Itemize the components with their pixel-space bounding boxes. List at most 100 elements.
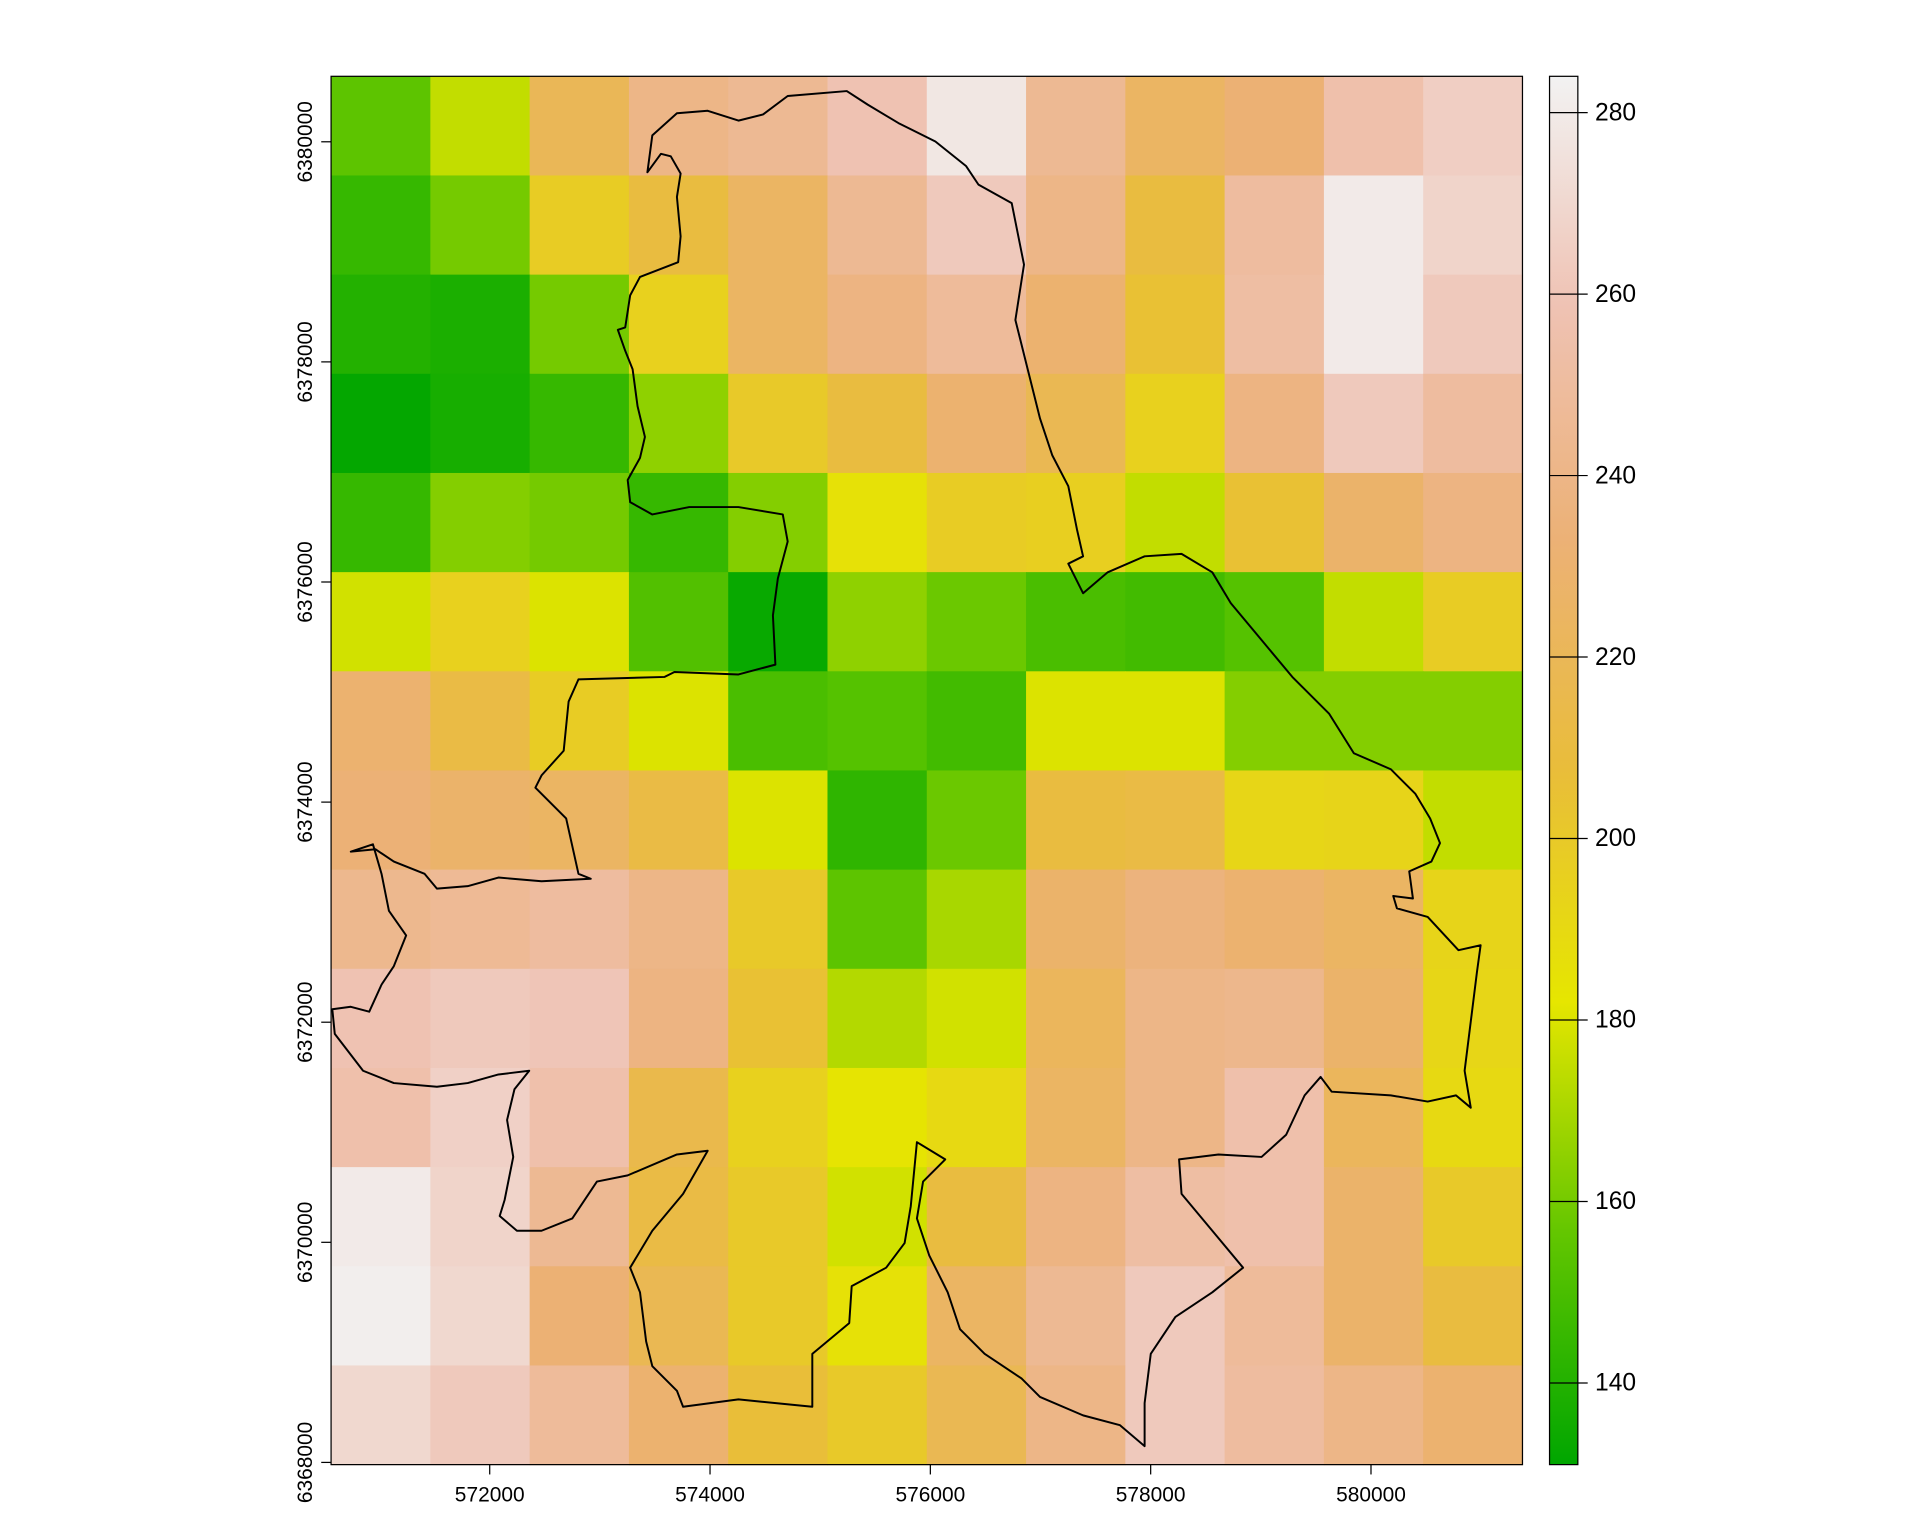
cell xyxy=(1323,472,1424,573)
cell xyxy=(1125,373,1226,474)
cell xyxy=(331,1167,431,1267)
cell xyxy=(1423,1067,1524,1168)
cell xyxy=(1423,76,1524,177)
cell xyxy=(1026,1365,1126,1466)
cell xyxy=(728,1266,829,1367)
cell xyxy=(430,373,531,474)
colorbar xyxy=(1548,75,1579,1466)
cell xyxy=(1125,274,1226,375)
cell xyxy=(827,671,928,772)
cell xyxy=(827,1365,928,1466)
cell xyxy=(1323,770,1424,871)
cell xyxy=(1026,770,1126,871)
cell xyxy=(827,175,928,276)
cell xyxy=(1323,572,1424,672)
cell xyxy=(728,76,829,177)
cell xyxy=(628,1365,729,1466)
cell xyxy=(529,1266,630,1367)
y-tick-label: 6380000 xyxy=(294,101,317,182)
cell xyxy=(827,1067,928,1168)
cell xyxy=(926,472,1027,573)
cell xyxy=(1125,1067,1226,1168)
colorbar-label: 240 xyxy=(1595,462,1636,489)
cell xyxy=(529,770,630,871)
cell xyxy=(1224,274,1325,375)
cell xyxy=(430,869,531,970)
cell xyxy=(1125,76,1226,177)
cell xyxy=(331,1266,431,1367)
cell xyxy=(430,671,531,772)
cell xyxy=(926,1167,1027,1267)
cell xyxy=(1423,671,1524,772)
cell xyxy=(1224,373,1325,474)
cell xyxy=(529,76,630,177)
cell xyxy=(331,1067,431,1168)
cell xyxy=(827,572,928,672)
cell xyxy=(1224,770,1325,871)
cell xyxy=(1224,869,1325,970)
cell xyxy=(628,274,729,375)
cell xyxy=(331,175,431,276)
cell xyxy=(628,671,729,772)
colorbar-label: 180 xyxy=(1595,1007,1636,1034)
cell xyxy=(1323,1266,1424,1367)
cell xyxy=(1125,968,1226,1069)
cell xyxy=(1423,869,1524,970)
cell xyxy=(1224,671,1325,772)
cell xyxy=(529,968,630,1069)
cell xyxy=(926,175,1027,276)
cell xyxy=(628,76,729,177)
cell xyxy=(1026,1167,1126,1267)
x-tick-label: 572000 xyxy=(455,1484,525,1507)
cell xyxy=(1323,1067,1424,1168)
cell xyxy=(926,869,1027,970)
y-tick-label: 6374000 xyxy=(294,761,317,842)
cell xyxy=(1323,76,1424,177)
cell xyxy=(926,1067,1027,1168)
cell xyxy=(1224,1067,1325,1168)
cell xyxy=(1423,968,1524,1069)
cell xyxy=(926,968,1027,1069)
cell xyxy=(1125,1167,1226,1267)
cell xyxy=(1026,1266,1126,1367)
colorbar-label: 160 xyxy=(1595,1188,1636,1215)
cell xyxy=(827,373,928,474)
colorbar-label: 140 xyxy=(1595,1370,1636,1397)
cell xyxy=(1224,1167,1325,1267)
cell xyxy=(628,770,729,871)
colorbar-label: 280 xyxy=(1595,99,1636,126)
cell xyxy=(728,274,829,375)
cell xyxy=(1423,175,1524,276)
cell xyxy=(430,1067,531,1168)
cell xyxy=(331,274,431,375)
cell xyxy=(1323,1167,1424,1267)
cell xyxy=(728,869,829,970)
y-tick-label: 6368000 xyxy=(294,1422,317,1503)
cell xyxy=(1423,770,1524,871)
cell xyxy=(1125,572,1226,672)
cell xyxy=(529,1067,630,1168)
colorbar-label: 200 xyxy=(1595,825,1636,852)
cell xyxy=(529,373,630,474)
cell xyxy=(1423,1266,1524,1367)
cell xyxy=(926,1365,1027,1466)
cell xyxy=(926,373,1027,474)
cell xyxy=(926,572,1027,672)
cell xyxy=(1026,1067,1126,1168)
cell xyxy=(529,1167,630,1267)
cell xyxy=(728,968,829,1069)
x-tick-label: 576000 xyxy=(895,1484,965,1507)
cell xyxy=(728,770,829,871)
cell xyxy=(728,572,829,672)
cell xyxy=(1323,968,1424,1069)
cell xyxy=(628,869,729,970)
cell xyxy=(1423,274,1524,375)
cell xyxy=(827,968,928,1069)
x-tick-label: 574000 xyxy=(675,1484,745,1507)
cell xyxy=(728,1167,829,1267)
cell xyxy=(628,968,729,1069)
y-tick-label: 6370000 xyxy=(294,1202,317,1283)
cell xyxy=(827,76,928,177)
cell xyxy=(529,175,630,276)
